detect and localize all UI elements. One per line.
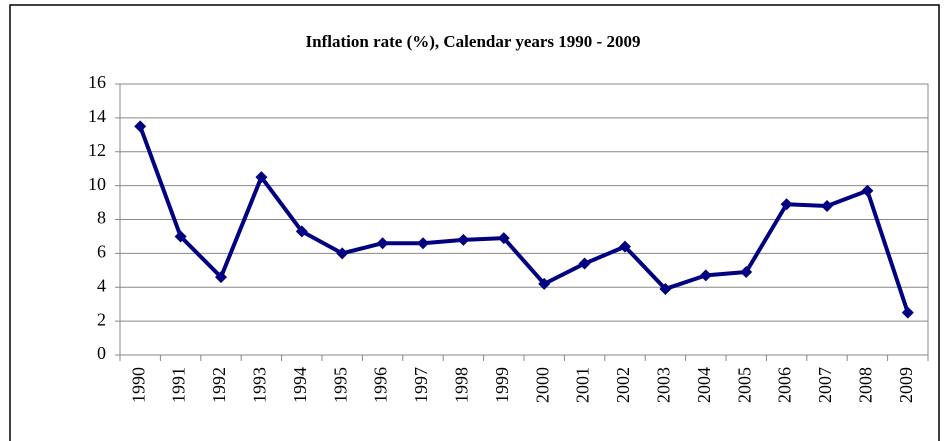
data-point [578, 257, 591, 270]
data-point [336, 247, 349, 260]
y-tick-label: 16 [88, 72, 106, 92]
y-tick-label: 8 [97, 208, 106, 228]
x-tick-label: 2003 [654, 367, 674, 403]
x-tick-label: 1997 [411, 367, 431, 403]
data-point [699, 269, 712, 282]
x-tick-label: 2007 [815, 367, 835, 403]
x-tick-label: 1994 [290, 367, 310, 403]
x-tick-label: 2000 [532, 367, 552, 403]
data-point [134, 120, 147, 133]
y-tick-label: 14 [88, 106, 106, 126]
data-point [821, 199, 833, 212]
data-point [255, 171, 268, 184]
x-tick-label: 2006 [775, 367, 795, 403]
x-tick-label: 1998 [452, 367, 472, 403]
y-tick-label: 4 [97, 275, 106, 295]
x-tick-label: 2009 [896, 367, 916, 403]
series-line [138, 125, 910, 314]
x-tick-label: 1996 [371, 367, 391, 403]
x-tick-label: 1990 [128, 367, 148, 403]
data-point [295, 225, 308, 238]
data-point [376, 237, 389, 250]
data-point [659, 282, 672, 295]
data-point [417, 237, 429, 250]
chart-title: Inflation rate (%), Calendar years 1990 … [306, 32, 641, 51]
data-point [619, 240, 631, 253]
chart-frame [9, 4, 940, 441]
y-tick-label: 6 [97, 242, 106, 262]
data-point [538, 277, 551, 290]
x-tick-label: 2005 [734, 367, 754, 403]
x-tick-label: 1991 [169, 367, 189, 403]
y-tick-label: 0 [97, 343, 106, 363]
data-point [174, 230, 187, 243]
data-point [215, 271, 227, 284]
x-tick-label: 1992 [209, 367, 229, 403]
y-tick-label: 12 [88, 140, 106, 160]
data-point [497, 232, 510, 245]
data-point [901, 306, 914, 319]
x-tick-label: 2008 [856, 367, 876, 403]
x-tick-label: 2001 [573, 367, 593, 403]
data-point [780, 198, 793, 211]
y-tick-label: 2 [97, 309, 106, 329]
x-tick-label: 1999 [492, 367, 512, 403]
data-point [740, 266, 753, 279]
data-point [457, 233, 470, 246]
x-tick-label: 1993 [250, 367, 270, 403]
x-tick-label: 2004 [694, 367, 714, 403]
x-tick-label: 1995 [330, 367, 350, 403]
y-tick-label: 10 [88, 174, 106, 194]
x-tick-label: 2002 [613, 367, 633, 403]
data-point [861, 184, 874, 197]
